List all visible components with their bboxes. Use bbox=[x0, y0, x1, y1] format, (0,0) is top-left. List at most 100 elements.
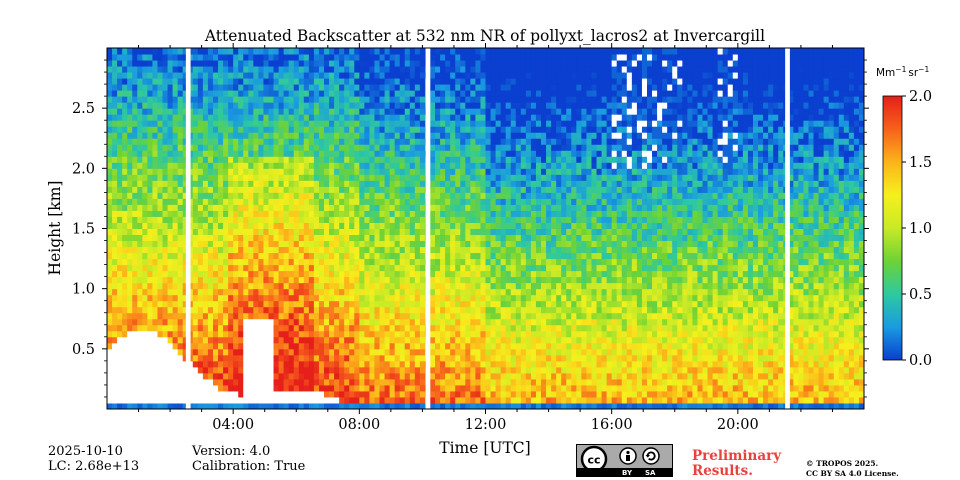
heatmap-cell bbox=[440, 192, 446, 199]
heatmap-cell bbox=[202, 168, 209, 175]
heatmap-cell bbox=[490, 102, 497, 109]
heatmap-cell bbox=[228, 162, 234, 169]
heatmap-cell bbox=[354, 282, 360, 290]
heatmap-cell bbox=[500, 216, 507, 223]
heatmap-cell bbox=[313, 234, 320, 242]
heatmap-cell bbox=[293, 360, 300, 368]
heatmap-cell bbox=[339, 384, 345, 392]
heatmap-cell bbox=[384, 294, 391, 302]
heatmap-cell bbox=[399, 366, 406, 374]
heatmap-cell bbox=[132, 282, 138, 290]
heatmap-cell bbox=[465, 228, 471, 236]
heatmap-cell bbox=[268, 300, 275, 308]
heatmap-cell bbox=[273, 60, 280, 67]
heatmap-cell bbox=[445, 90, 451, 97]
heatmap-cell bbox=[142, 48, 148, 55]
heatmap-cell bbox=[243, 180, 249, 187]
heatmap-cell bbox=[490, 234, 497, 242]
heatmap-cell bbox=[379, 54, 386, 61]
heatmap-cell bbox=[253, 234, 259, 242]
heatmap-cell bbox=[157, 294, 164, 302]
heatmap-cell bbox=[283, 330, 290, 338]
heatmap-cell bbox=[329, 384, 335, 392]
heatmap-cell bbox=[510, 360, 517, 368]
heatmap-cell bbox=[223, 264, 229, 272]
heatmap-cell bbox=[435, 102, 441, 109]
heatmap-cell bbox=[505, 144, 512, 151]
heatmap-cell bbox=[298, 84, 305, 91]
heatmap-cell bbox=[460, 240, 466, 248]
heatmap-cell bbox=[253, 366, 259, 374]
heatmap-cell bbox=[207, 240, 214, 248]
heatmap-cell bbox=[399, 168, 406, 175]
heatmap-cell bbox=[167, 192, 174, 199]
heatmap-cell bbox=[202, 240, 209, 248]
heatmap-cell bbox=[429, 306, 436, 314]
heatmap-cell bbox=[137, 198, 143, 205]
heatmap-cell bbox=[172, 270, 179, 278]
heatmap-cell bbox=[147, 156, 153, 163]
heatmap-cell bbox=[157, 168, 164, 175]
heatmap-cell bbox=[334, 126, 340, 133]
heatmap-cell bbox=[112, 144, 118, 151]
heatmap-cell bbox=[339, 132, 345, 139]
heatmap-cell bbox=[460, 282, 466, 290]
heatmap-cell bbox=[460, 192, 466, 199]
heatmap-cell bbox=[172, 96, 179, 103]
heatmap-cell bbox=[107, 162, 113, 169]
heatmap-cell bbox=[465, 372, 471, 380]
heatmap-cell bbox=[520, 228, 527, 236]
heatmap-cell bbox=[177, 270, 184, 278]
heatmap-cell bbox=[238, 312, 244, 320]
heatmap-cell bbox=[223, 114, 229, 121]
heatmap-cell bbox=[480, 126, 486, 133]
heatmap-cell bbox=[157, 120, 164, 127]
heatmap-cell bbox=[228, 366, 234, 374]
heatmap-cell bbox=[132, 372, 138, 380]
heatmap-cell bbox=[374, 66, 381, 73]
heatmap-cell bbox=[384, 300, 391, 308]
heatmap-cell bbox=[339, 228, 345, 236]
heatmap-cell bbox=[525, 372, 532, 380]
heatmap-cell bbox=[192, 324, 199, 332]
heatmap-cell bbox=[354, 150, 360, 157]
heatmap-cell bbox=[369, 300, 375, 308]
heatmap-cell bbox=[339, 288, 345, 296]
heatmap-cell bbox=[455, 360, 461, 368]
heatmap-cell bbox=[440, 228, 446, 236]
heatmap-cell bbox=[318, 192, 325, 199]
heatmap-cell bbox=[344, 138, 350, 145]
heatmap-cell bbox=[349, 258, 355, 266]
heatmap-cell bbox=[495, 330, 502, 338]
heatmap-cell bbox=[162, 378, 169, 386]
heatmap-cell bbox=[283, 210, 290, 217]
heatmap-cell bbox=[157, 396, 164, 404]
heatmap-cell bbox=[243, 126, 249, 133]
heatmap-cell bbox=[515, 276, 522, 284]
heatmap-cell bbox=[485, 366, 492, 374]
heatmap-cell bbox=[167, 228, 174, 236]
heatmap-cell bbox=[404, 402, 411, 410]
heatmap-cell bbox=[298, 150, 305, 157]
heatmap-cell bbox=[414, 324, 421, 332]
heatmap-cell bbox=[394, 138, 401, 145]
heatmap-cell bbox=[495, 78, 502, 85]
heatmap-cell bbox=[157, 198, 164, 205]
heatmap-cell bbox=[359, 120, 365, 127]
heatmap-cell bbox=[223, 126, 229, 133]
heatmap-cell bbox=[127, 366, 133, 374]
heatmap-cell bbox=[218, 156, 224, 163]
heatmap-cell bbox=[313, 264, 320, 272]
heatmap-cell bbox=[107, 348, 113, 356]
heatmap-cell bbox=[329, 150, 335, 157]
heatmap-cell bbox=[162, 318, 169, 326]
heatmap-cell bbox=[207, 330, 214, 338]
heatmap-cell bbox=[308, 366, 315, 374]
heatmap-cell bbox=[419, 78, 426, 85]
heatmap-cell bbox=[515, 60, 522, 67]
heatmap-cell bbox=[263, 180, 269, 187]
heatmap-cell bbox=[505, 246, 512, 254]
heatmap-cell bbox=[515, 240, 522, 248]
heatmap-cell bbox=[369, 96, 375, 103]
heatmap-cell bbox=[318, 48, 325, 55]
